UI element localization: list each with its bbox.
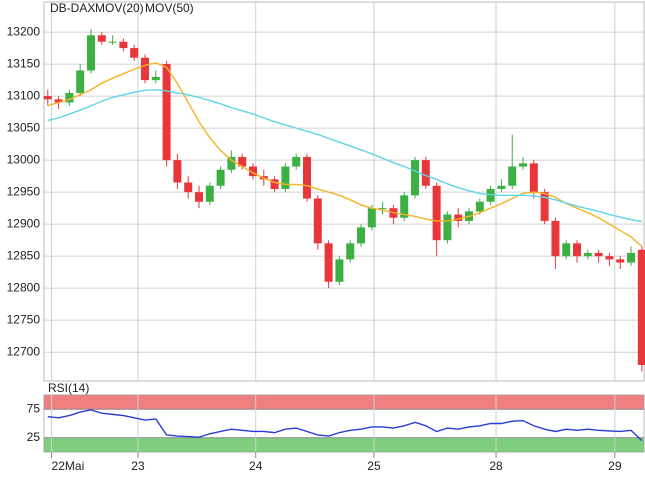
y-tick-label: 12950: [7, 184, 41, 198]
candle-body: [194, 192, 203, 202]
candle-body: [270, 179, 279, 189]
candle-body: [54, 99, 63, 103]
y-tick-label: 13050: [7, 120, 41, 134]
candle-body: [411, 160, 420, 196]
candle-body: [573, 243, 582, 257]
candle-body: [43, 96, 52, 100]
candle-body: [562, 243, 571, 257]
candle-body: [583, 252, 592, 257]
rsi-band: [43, 394, 645, 410]
candle-body: [540, 192, 549, 221]
y-tick-label: 12800: [7, 280, 41, 294]
candle-body: [421, 160, 430, 186]
rsi-line: [47, 409, 643, 442]
candle-body: [605, 256, 614, 260]
candle-body: [292, 156, 301, 167]
candle-body: [216, 169, 225, 186]
candle-body: [238, 156, 247, 167]
candle-body: [508, 166, 517, 186]
candle-body: [162, 64, 171, 161]
candle-body: [108, 41, 117, 43]
candle-body: [184, 182, 193, 193]
moving-average-line: [47, 89, 642, 223]
x-tick-label: 22Mai: [52, 459, 85, 473]
x-tick-label: 24: [249, 459, 263, 473]
candle-body: [173, 160, 182, 183]
candle-body: [140, 57, 149, 81]
candle-body: [378, 208, 387, 210]
rsi-band: [43, 437, 645, 453]
y-tick-label: 13000: [7, 152, 41, 166]
candle-body: [130, 48, 139, 58]
y-tick-label: 12900: [7, 216, 41, 230]
y-tick-label: 12750: [7, 312, 41, 326]
x-tick-label: 25: [367, 459, 381, 473]
candle-body: [432, 185, 441, 241]
y-tick-label: 12850: [7, 248, 41, 262]
candle-body: [616, 259, 625, 263]
candle-body: [551, 220, 560, 257]
candle-body: [637, 249, 645, 365]
legend-label: MOV(20): [95, 1, 144, 15]
y-tick-label: 12700: [7, 344, 41, 358]
candle-body: [497, 185, 506, 189]
candle-body: [227, 156, 236, 170]
candle-body: [529, 163, 538, 193]
x-tick-label: 28: [489, 459, 503, 473]
x-tick-label: 29: [608, 459, 622, 473]
candle-body: [346, 243, 355, 260]
y-tick-label: 13150: [7, 56, 41, 70]
candle-body: [627, 252, 636, 263]
legend-label: DB-DAX: [50, 1, 95, 15]
candle-body: [151, 76, 160, 81]
candle-body: [324, 243, 333, 282]
candle-body: [594, 252, 603, 257]
candle-body: [65, 92, 74, 103]
y-tick-label: 13200: [7, 24, 41, 38]
candle-body: [86, 35, 95, 71]
candle-body: [400, 195, 409, 218]
x-tick-label: 23: [131, 459, 145, 473]
moving-average-line: [47, 62, 643, 248]
candle-body: [303, 156, 312, 199]
candle-body: [281, 166, 290, 189]
panel-label: RSI(14): [48, 381, 89, 395]
candle-body: [443, 214, 452, 241]
candle-body: [357, 227, 366, 244]
candle-body: [313, 198, 322, 244]
candle-body: [454, 214, 463, 221]
candle-body: [475, 201, 484, 212]
candle-body: [249, 166, 258, 177]
candle-body: [205, 185, 214, 202]
candle-body: [97, 35, 106, 42]
candle-body: [335, 259, 344, 282]
y-tick-label: 13100: [7, 88, 41, 102]
candle-body: [519, 163, 528, 167]
y-tick-label: 75: [27, 401, 41, 415]
y-tick-label: 25: [27, 430, 41, 444]
legend-label: MOV(50): [145, 1, 194, 15]
candle-body: [367, 208, 376, 228]
candle-body: [76, 70, 85, 93]
candle-body: [119, 41, 128, 49]
